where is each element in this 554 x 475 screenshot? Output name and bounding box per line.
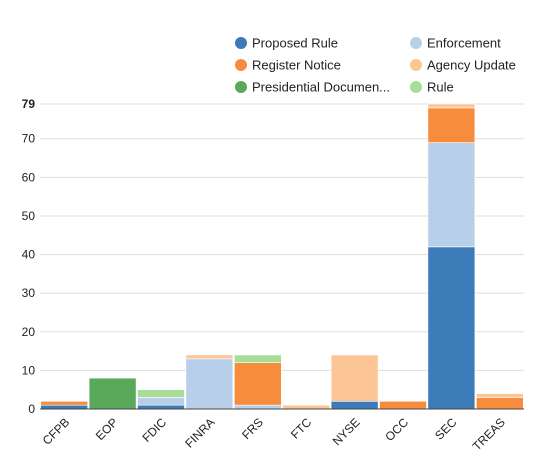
bars [40,103,524,410]
x-tick-label: FDIC [139,415,169,445]
bar-segment[interactable] [475,397,524,410]
y-tick-label: 0 [28,402,35,416]
legend-swatch [410,37,422,49]
bar-stack[interactable] [137,389,185,410]
legend-label: Enforcement [427,36,501,51]
bar-stack[interactable] [88,377,137,410]
legend-label: Rule [427,80,454,95]
y-tick-label: 20 [22,325,36,339]
legend-label: Register Notice [252,58,341,73]
bar-segment[interactable] [234,404,282,410]
bar-segment[interactable] [40,404,89,410]
x-tick-label: OCC [382,415,411,444]
x-tick-label: FINRA [182,415,217,450]
y-tick-label: 70 [22,132,36,146]
y-tick-label: 30 [22,286,36,300]
legend-item[interactable]: Agency Update [410,58,516,73]
bar-segment[interactable] [137,397,185,406]
bar-segment[interactable] [234,362,282,406]
bar-segment[interactable] [427,103,476,109]
legend: Proposed Rule Enforcement Register Notice A… [235,36,516,95]
bar-stack[interactable] [427,103,476,410]
legend-swatch [235,37,247,49]
x-tick-label: TREAS [470,415,508,453]
legend-item[interactable]: Enforcement [410,36,501,51]
y-tick-label: 40 [22,248,36,262]
bar-stack[interactable] [185,354,234,410]
legend-label: Presidential Documen... [252,80,390,95]
x-tick-label: CFPB [40,415,73,448]
legend-label: Agency Update [427,58,516,73]
bar-segment[interactable] [185,354,234,360]
legend-swatch [410,59,422,71]
bar-segment[interactable] [379,400,427,410]
bar-stack[interactable] [330,354,379,410]
legend-item[interactable]: Presidential Documen... [235,80,390,95]
bar-segment[interactable] [427,107,476,143]
legend-item[interactable]: Proposed Rule [235,36,338,51]
legend-label: Proposed Rule [252,36,338,51]
legend-item[interactable]: Register Notice [235,58,341,73]
bar-segment[interactable] [282,404,331,410]
y-tick-label: 10 [22,363,36,377]
bar-stack[interactable] [40,400,89,410]
y-tick-label: 79 [22,97,36,111]
grid [40,103,524,371]
legend-item[interactable]: Rule [410,80,454,95]
y-tick-label: 60 [22,170,36,184]
x-tick-label: FTC [288,415,315,442]
bar-segment[interactable] [330,354,379,402]
bar-segment[interactable] [427,246,476,410]
legend-swatch [410,81,422,93]
bar-segment[interactable] [137,389,185,398]
bar-segment[interactable] [40,400,89,406]
bar-segment[interactable] [88,377,137,410]
legend-swatch [235,59,247,71]
bar-segment[interactable] [185,358,234,410]
y-tick-label: 50 [22,209,36,223]
bar-stack[interactable] [234,354,282,410]
x-tick-label: EOP [93,415,121,443]
bar-stack[interactable] [379,400,427,410]
bar-segment[interactable] [137,404,185,410]
bar-segment[interactable] [234,354,282,363]
bar-stack[interactable] [475,393,524,410]
bar-segment[interactable] [475,393,524,398]
x-tick-label: FRS [239,415,266,442]
x-tick-label: SEC [432,415,460,443]
legend-swatch [235,81,247,93]
bar-segment[interactable] [330,400,379,410]
bar-stack[interactable] [282,404,331,410]
x-tick-label: NYSE [330,415,363,448]
bar-segment[interactable] [427,142,476,248]
